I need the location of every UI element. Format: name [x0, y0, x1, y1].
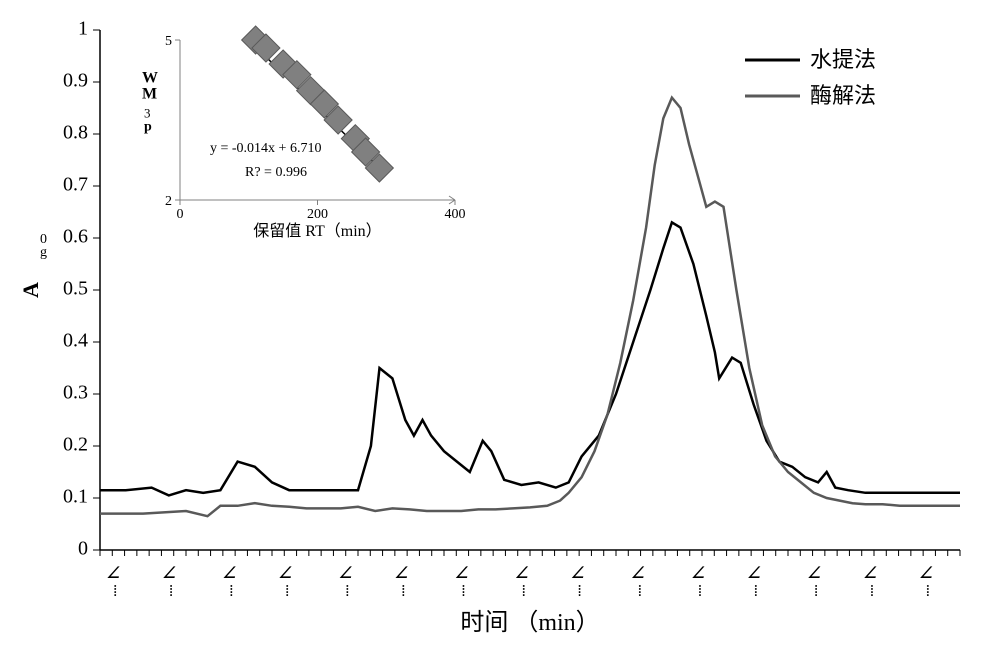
legend-label: 酶解法	[810, 83, 876, 108]
svg-text:⁞: ⁞	[461, 583, 465, 600]
svg-text:1: 1	[78, 20, 88, 40]
svg-text:⁞: ⁞	[521, 583, 525, 600]
svg-text:0.5: 0.5	[63, 278, 88, 300]
svg-text:∠: ∠	[106, 565, 120, 582]
inset-r2: R? = 0.996	[245, 165, 307, 180]
svg-text:0: 0	[177, 207, 184, 222]
svg-text:∠: ∠	[807, 565, 821, 582]
chart-svg: 00.10.20.30.40.50.60.70.80.91A0g∠⁞∠⁞∠⁞∠⁞…	[20, 20, 980, 635]
svg-text:∠: ∠	[278, 565, 292, 582]
svg-text:⁞: ⁞	[229, 583, 233, 600]
svg-text:⁞: ⁞	[638, 583, 642, 600]
series-水提法	[100, 222, 960, 495]
svg-text:⁞: ⁞	[345, 583, 349, 600]
svg-text:0.4: 0.4	[63, 330, 88, 352]
svg-text:⁞: ⁞	[926, 583, 930, 600]
svg-text:⁞: ⁞	[577, 583, 581, 600]
svg-text:∠: ∠	[162, 565, 176, 582]
svg-text:∠: ∠	[338, 565, 352, 582]
svg-text:∠: ∠	[394, 565, 408, 582]
svg-text:∠: ∠	[863, 565, 877, 582]
svg-text:∠: ∠	[454, 565, 468, 582]
svg-text:0.3: 0.3	[63, 382, 88, 404]
svg-text:∠: ∠	[570, 565, 584, 582]
svg-text:⁞: ⁞	[870, 583, 874, 600]
svg-text:∠: ∠	[919, 565, 933, 582]
svg-text:⁞: ⁞	[285, 583, 289, 600]
svg-text:∠: ∠	[691, 565, 705, 582]
svg-text:⁞: ⁞	[814, 583, 818, 600]
svg-text:400: 400	[445, 207, 466, 222]
svg-text:0.8: 0.8	[63, 122, 88, 144]
series-酶解法	[100, 98, 960, 517]
svg-text:5: 5	[165, 34, 172, 49]
inset-equation: y = -0.014x + 6.710	[210, 141, 321, 156]
svg-text:⁞: ⁞	[169, 583, 173, 600]
svg-text:0.1: 0.1	[63, 486, 88, 508]
legend-label: 水提法	[810, 47, 876, 72]
svg-text:∠: ∠	[222, 565, 236, 582]
svg-text:∠: ∠	[515, 565, 529, 582]
svg-text:0: 0	[78, 538, 88, 560]
svg-text:A: A	[20, 282, 43, 298]
svg-text:0.6: 0.6	[63, 226, 88, 248]
svg-text:⁞: ⁞	[698, 583, 702, 600]
svg-text:∠: ∠	[747, 565, 761, 582]
svg-text:⁞: ⁞	[113, 583, 117, 600]
chart-container: 00.10.20.30.40.50.60.70.80.91A0g∠⁞∠⁞∠⁞∠⁞…	[20, 20, 980, 635]
svg-text:3: 3	[144, 105, 151, 120]
svg-text:200: 200	[307, 207, 328, 222]
svg-text:2: 2	[165, 194, 172, 209]
svg-text:p: p	[144, 120, 152, 135]
svg-text:W: W	[142, 70, 158, 87]
svg-text:⁞: ⁞	[754, 583, 758, 600]
svg-text:M: M	[142, 86, 157, 103]
svg-text:保留值 RT（min）: 保留值 RT（min）	[253, 222, 381, 240]
svg-text:0.2: 0.2	[63, 434, 88, 456]
svg-text:⁞: ⁞	[401, 583, 405, 600]
inset-chart: 0 200 400 2 5 WM 3p 保留值 RT（min） y = -0.014x + 6.…	[142, 26, 466, 240]
svg-text:0.9: 0.9	[63, 70, 88, 92]
svg-text:∠: ∠	[631, 565, 645, 582]
svg-text:g: g	[40, 245, 47, 260]
svg-text:时间 （min）: 时间 （min）	[460, 609, 599, 635]
svg-text:0.7: 0.7	[63, 174, 88, 196]
